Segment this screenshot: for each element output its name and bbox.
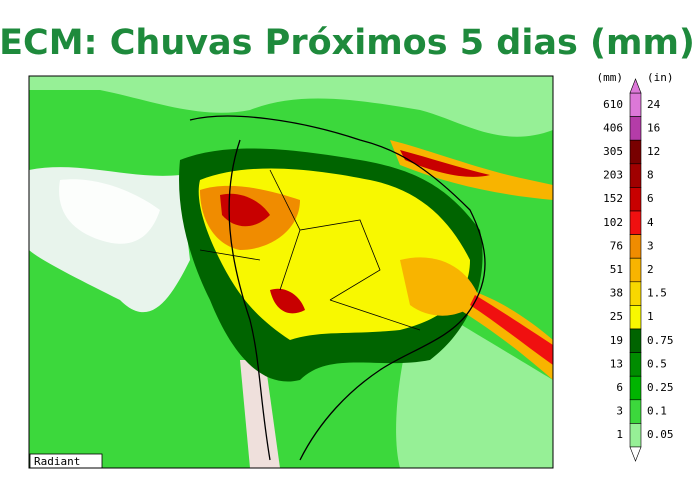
legend-in-label: 1 — [647, 310, 654, 323]
legend-mm-label: 406 — [603, 121, 623, 134]
legend-mm-label: 3 — [616, 405, 623, 418]
map: Radiant — [29, 76, 553, 468]
legend-swatch — [629, 352, 642, 377]
legend-in-label: 0.1 — [647, 405, 667, 418]
legend-mm-label: 25 — [610, 310, 623, 323]
legend-swatch — [629, 210, 642, 235]
legend-in-label: 1.5 — [647, 287, 667, 300]
legend-mm-label: 19 — [610, 334, 623, 347]
legend-swatch — [629, 139, 642, 165]
legend-swatch — [629, 305, 642, 330]
legend-swatch — [629, 281, 642, 306]
watermark: Radiant — [34, 455, 80, 468]
legend-in-label: 0.25 — [647, 381, 674, 394]
legend-units-in: (in) — [647, 71, 674, 84]
legend-mm-label: 76 — [610, 239, 623, 252]
legend-swatch — [629, 328, 642, 353]
legend-mm-label: 102 — [603, 216, 623, 229]
legend-arrow-top — [629, 78, 642, 94]
legend-in-label: 12 — [647, 145, 660, 158]
legend-mm-label: 38 — [610, 287, 623, 300]
legend-mm-label: 203 — [603, 169, 623, 182]
legend-swatch — [629, 116, 642, 141]
legend-in-label: 0.75 — [647, 334, 674, 347]
legend-mm-label: 6 — [616, 381, 623, 394]
legend-swatch — [629, 163, 642, 188]
legend-in-label: 16 — [647, 121, 660, 134]
legend-mm-label: 152 — [603, 192, 623, 205]
legend-units-mm: (mm) — [597, 71, 624, 84]
legend-in-label: 8 — [647, 169, 654, 182]
legend-arrow-bottom — [629, 446, 642, 462]
legend-mm-label: 610 — [603, 98, 623, 111]
title: ECM: Chuvas Próximos 5 dias (mm) — [0, 23, 694, 63]
legend-in-label: 24 — [647, 98, 661, 111]
legend-in-label: 2 — [647, 263, 654, 276]
legend-swatch — [629, 399, 642, 424]
map-frame — [28, 75, 554, 469]
legend-mm-label: 13 — [610, 357, 623, 370]
legend-swatch — [629, 187, 642, 212]
legend-swatch — [629, 375, 642, 401]
legend-in-label: 0.05 — [647, 428, 674, 441]
legend-swatch — [629, 234, 642, 259]
legend-mm-label: 1 — [616, 428, 623, 441]
legend-in-label: 4 — [647, 216, 654, 229]
legend-in-label: 6 — [647, 192, 654, 205]
legend-swatch — [629, 92, 642, 117]
legend-swatch — [629, 423, 642, 448]
legend-in-label: 3 — [647, 239, 654, 252]
legend-in-label: 0.5 — [647, 357, 667, 370]
legend-mm-label: 51 — [610, 263, 623, 276]
legend-swatch — [629, 257, 642, 283]
legend-mm-label: 305 — [603, 145, 623, 158]
